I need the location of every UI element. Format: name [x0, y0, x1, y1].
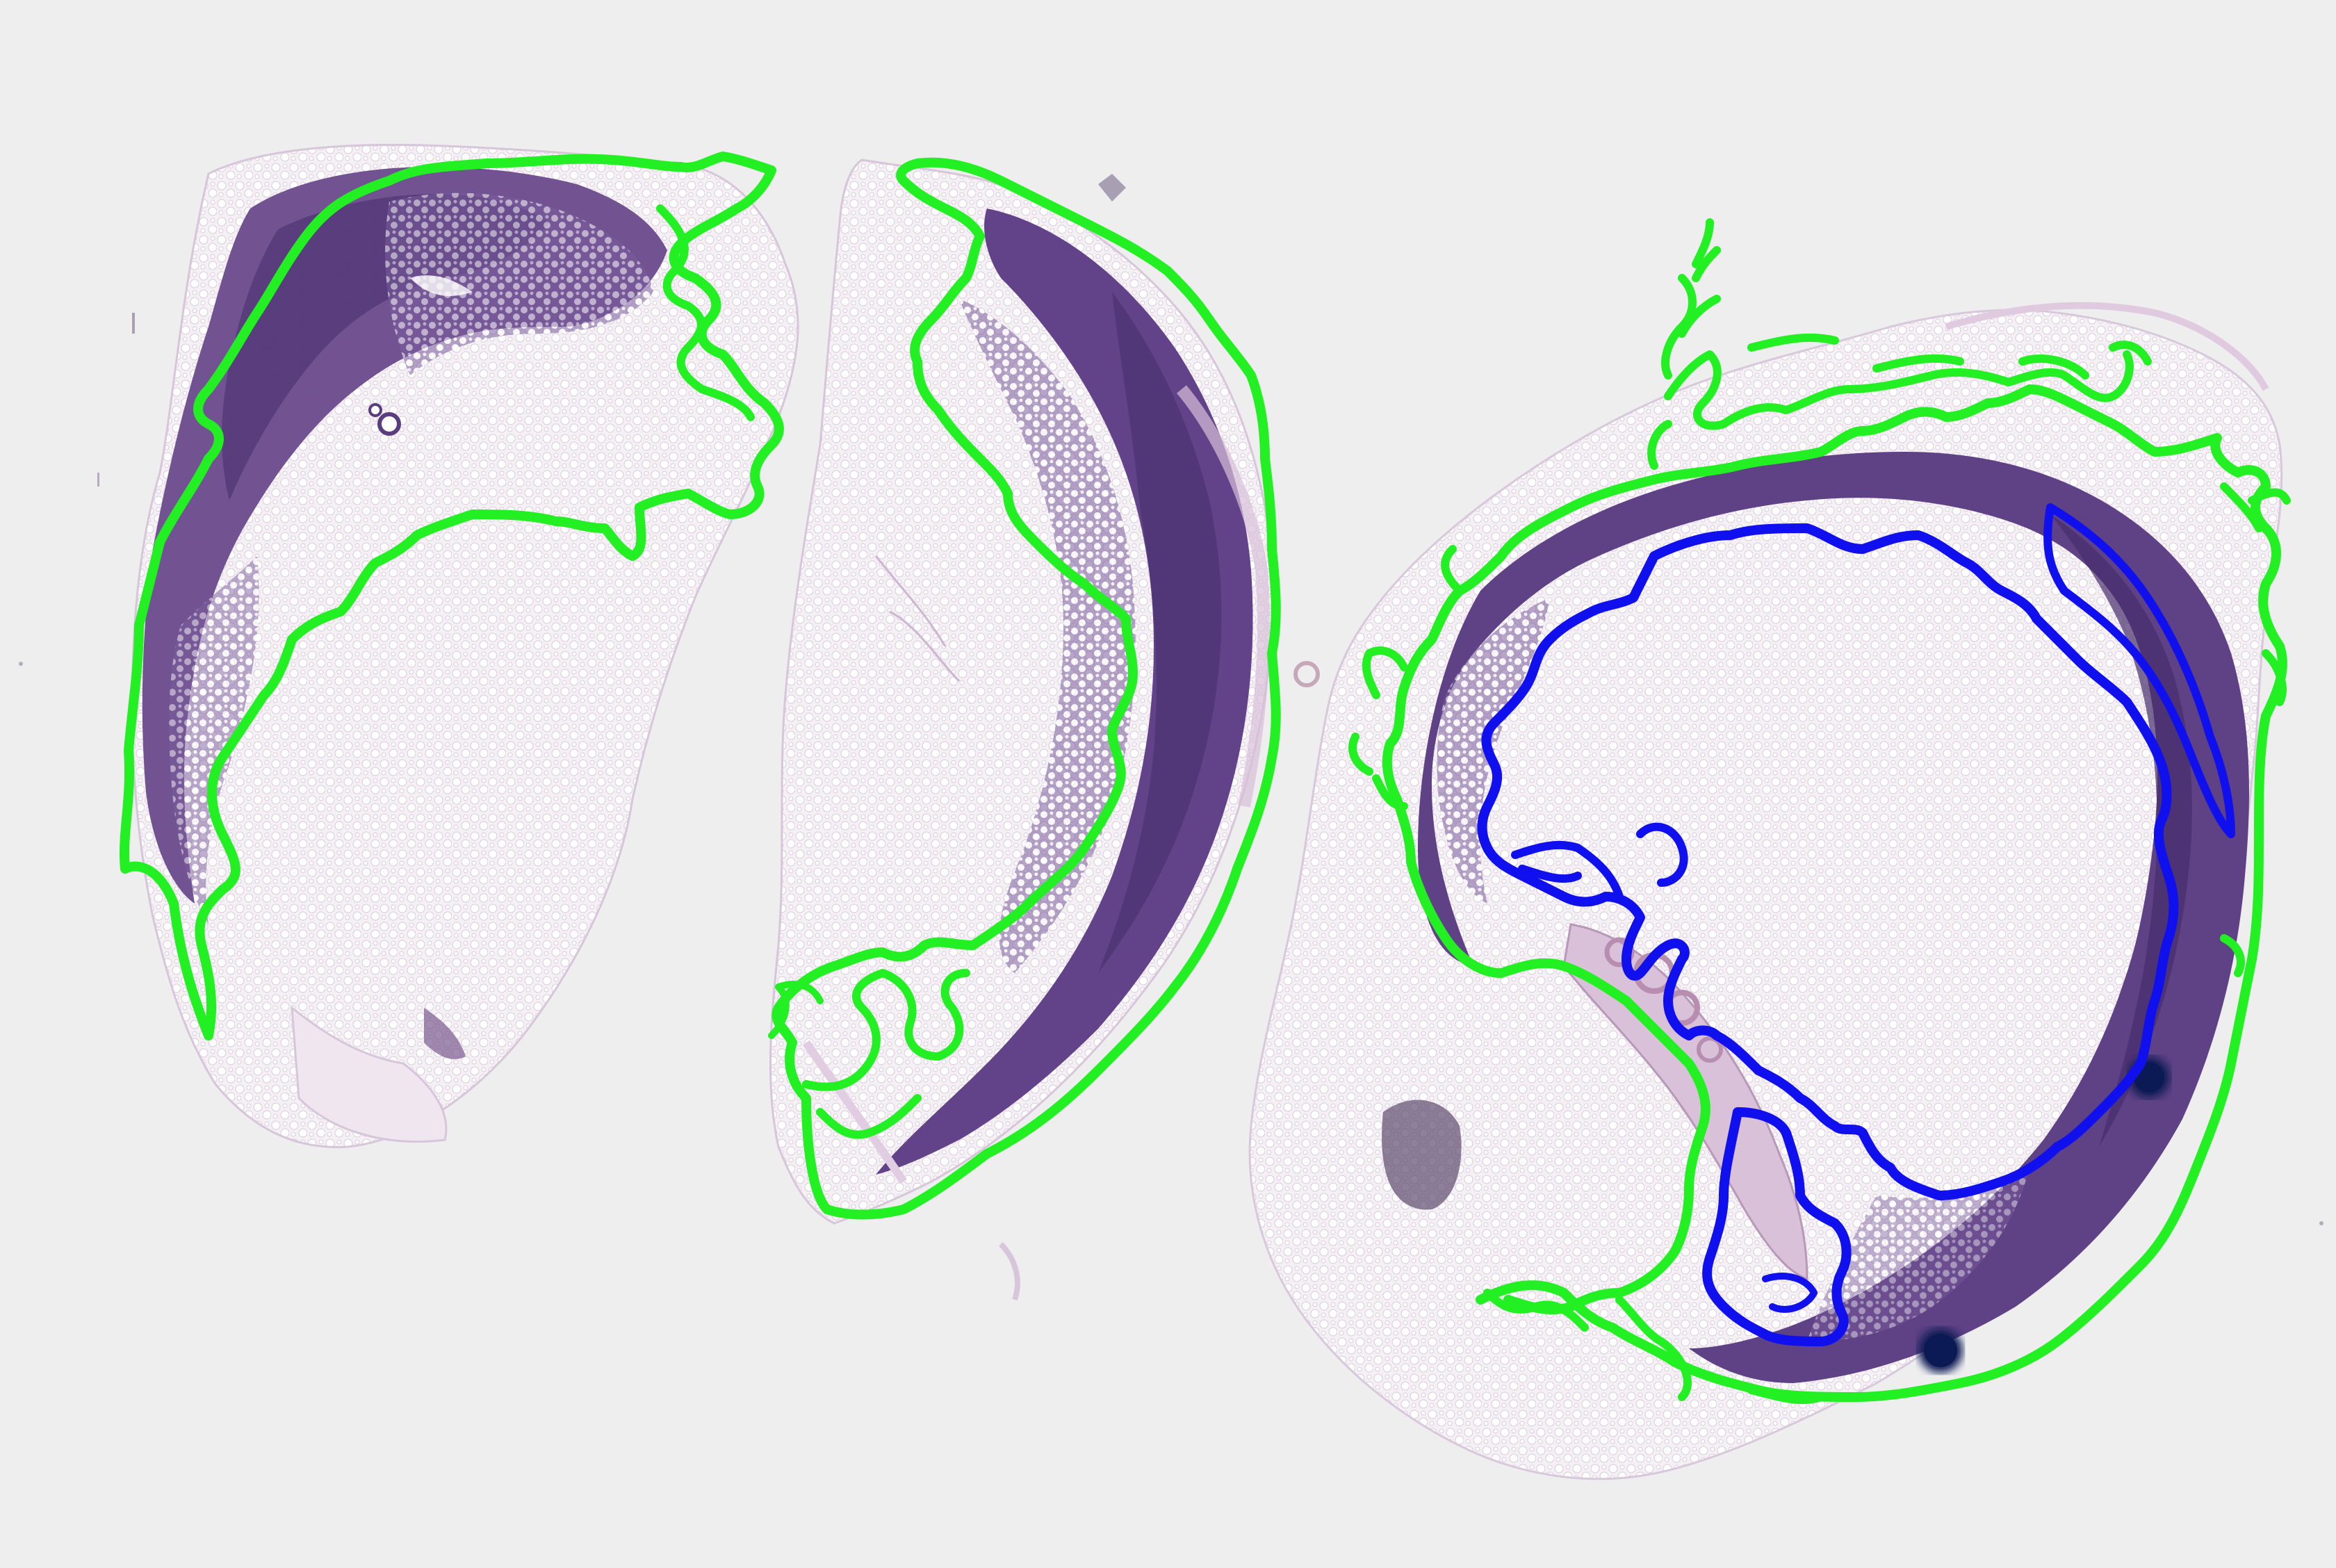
- annotation-left-outline: [119, 152, 784, 1040]
- tissue-section-left: [131, 143, 799, 1148]
- tissue-right-dense-ring: [1418, 452, 2249, 1383]
- tissue-section-right: [1248, 302, 2283, 1480]
- tissue-section-middle: [769, 158, 1320, 1301]
- tissue-right-core: [1465, 528, 2150, 1195]
- annotation-right-inner-outline: [1477, 523, 2179, 1200]
- annotation-middle-outline: [771, 157, 1281, 1220]
- annotations-blue: [1477, 503, 2235, 1346]
- annotations-green: [119, 152, 2291, 1405]
- annotation-right-outer-outline: [1382, 384, 2287, 1402]
- debris: [19, 174, 2323, 1225]
- tissue-right-vessels: [1562, 923, 1808, 1281]
